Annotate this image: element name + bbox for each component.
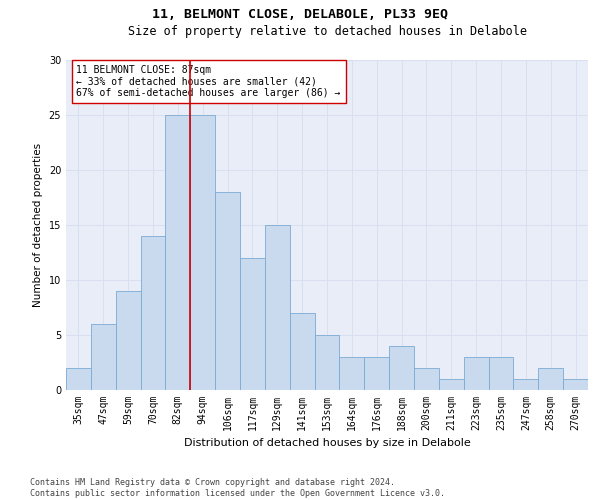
Bar: [190, 115, 215, 390]
Bar: [439, 379, 464, 390]
Bar: [215, 192, 240, 390]
Text: 11 BELMONT CLOSE: 87sqm
← 33% of detached houses are smaller (42)
67% of semi-de: 11 BELMONT CLOSE: 87sqm ← 33% of detache…: [76, 65, 341, 98]
Bar: [389, 346, 414, 390]
Bar: [290, 313, 314, 390]
Bar: [265, 225, 290, 390]
X-axis label: Distribution of detached houses by size in Delabole: Distribution of detached houses by size …: [184, 438, 470, 448]
Bar: [488, 357, 514, 390]
Bar: [116, 291, 140, 390]
Text: Contains HM Land Registry data © Crown copyright and database right 2024.
Contai: Contains HM Land Registry data © Crown c…: [30, 478, 445, 498]
Bar: [464, 357, 488, 390]
Bar: [314, 335, 340, 390]
Bar: [414, 368, 439, 390]
Bar: [91, 324, 116, 390]
Bar: [563, 379, 588, 390]
Title: Size of property relative to detached houses in Delabole: Size of property relative to detached ho…: [128, 25, 527, 38]
Bar: [240, 258, 265, 390]
Bar: [66, 368, 91, 390]
Bar: [166, 115, 190, 390]
Text: 11, BELMONT CLOSE, DELABOLE, PL33 9EQ: 11, BELMONT CLOSE, DELABOLE, PL33 9EQ: [152, 8, 448, 20]
Bar: [364, 357, 389, 390]
Bar: [538, 368, 563, 390]
Y-axis label: Number of detached properties: Number of detached properties: [33, 143, 43, 307]
Bar: [340, 357, 364, 390]
Bar: [514, 379, 538, 390]
Bar: [140, 236, 166, 390]
